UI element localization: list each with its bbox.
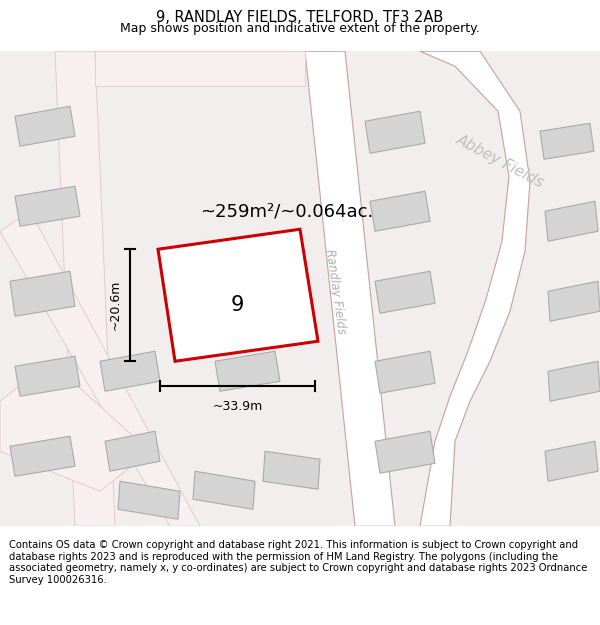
Text: Map shows position and indicative extent of the property.: Map shows position and indicative extent… [120, 22, 480, 35]
Polygon shape [540, 123, 594, 159]
Polygon shape [118, 481, 180, 519]
Text: ~20.6m: ~20.6m [109, 280, 122, 331]
Polygon shape [100, 351, 160, 391]
Polygon shape [375, 431, 435, 473]
Text: 9, RANDLAY FIELDS, TELFORD, TF3 2AB: 9, RANDLAY FIELDS, TELFORD, TF3 2AB [157, 10, 443, 25]
Polygon shape [420, 51, 530, 526]
Polygon shape [548, 361, 600, 401]
Polygon shape [193, 471, 255, 509]
Text: ~259m²/~0.064ac.: ~259m²/~0.064ac. [200, 202, 373, 220]
Polygon shape [545, 441, 598, 481]
Polygon shape [215, 351, 280, 391]
Polygon shape [370, 191, 430, 231]
Polygon shape [375, 271, 435, 313]
Polygon shape [263, 451, 320, 489]
Polygon shape [10, 271, 75, 316]
Polygon shape [105, 431, 160, 471]
Polygon shape [55, 51, 115, 526]
Polygon shape [375, 351, 435, 393]
Polygon shape [15, 106, 75, 146]
Text: Abbey Fields: Abbey Fields [454, 132, 547, 191]
Polygon shape [545, 201, 598, 241]
Text: 9: 9 [230, 295, 244, 315]
Polygon shape [15, 186, 80, 226]
Polygon shape [365, 111, 425, 153]
Polygon shape [15, 356, 80, 396]
Polygon shape [210, 266, 275, 309]
Text: ~33.9m: ~33.9m [212, 400, 263, 413]
Polygon shape [305, 51, 395, 526]
Polygon shape [548, 281, 600, 321]
Text: Contains OS data © Crown copyright and database right 2021. This information is : Contains OS data © Crown copyright and d… [9, 540, 587, 585]
Polygon shape [10, 436, 75, 476]
Polygon shape [158, 229, 318, 361]
Polygon shape [0, 361, 150, 491]
Polygon shape [0, 211, 200, 526]
Polygon shape [95, 51, 305, 86]
Text: Randlay Fields: Randlay Fields [323, 248, 347, 334]
